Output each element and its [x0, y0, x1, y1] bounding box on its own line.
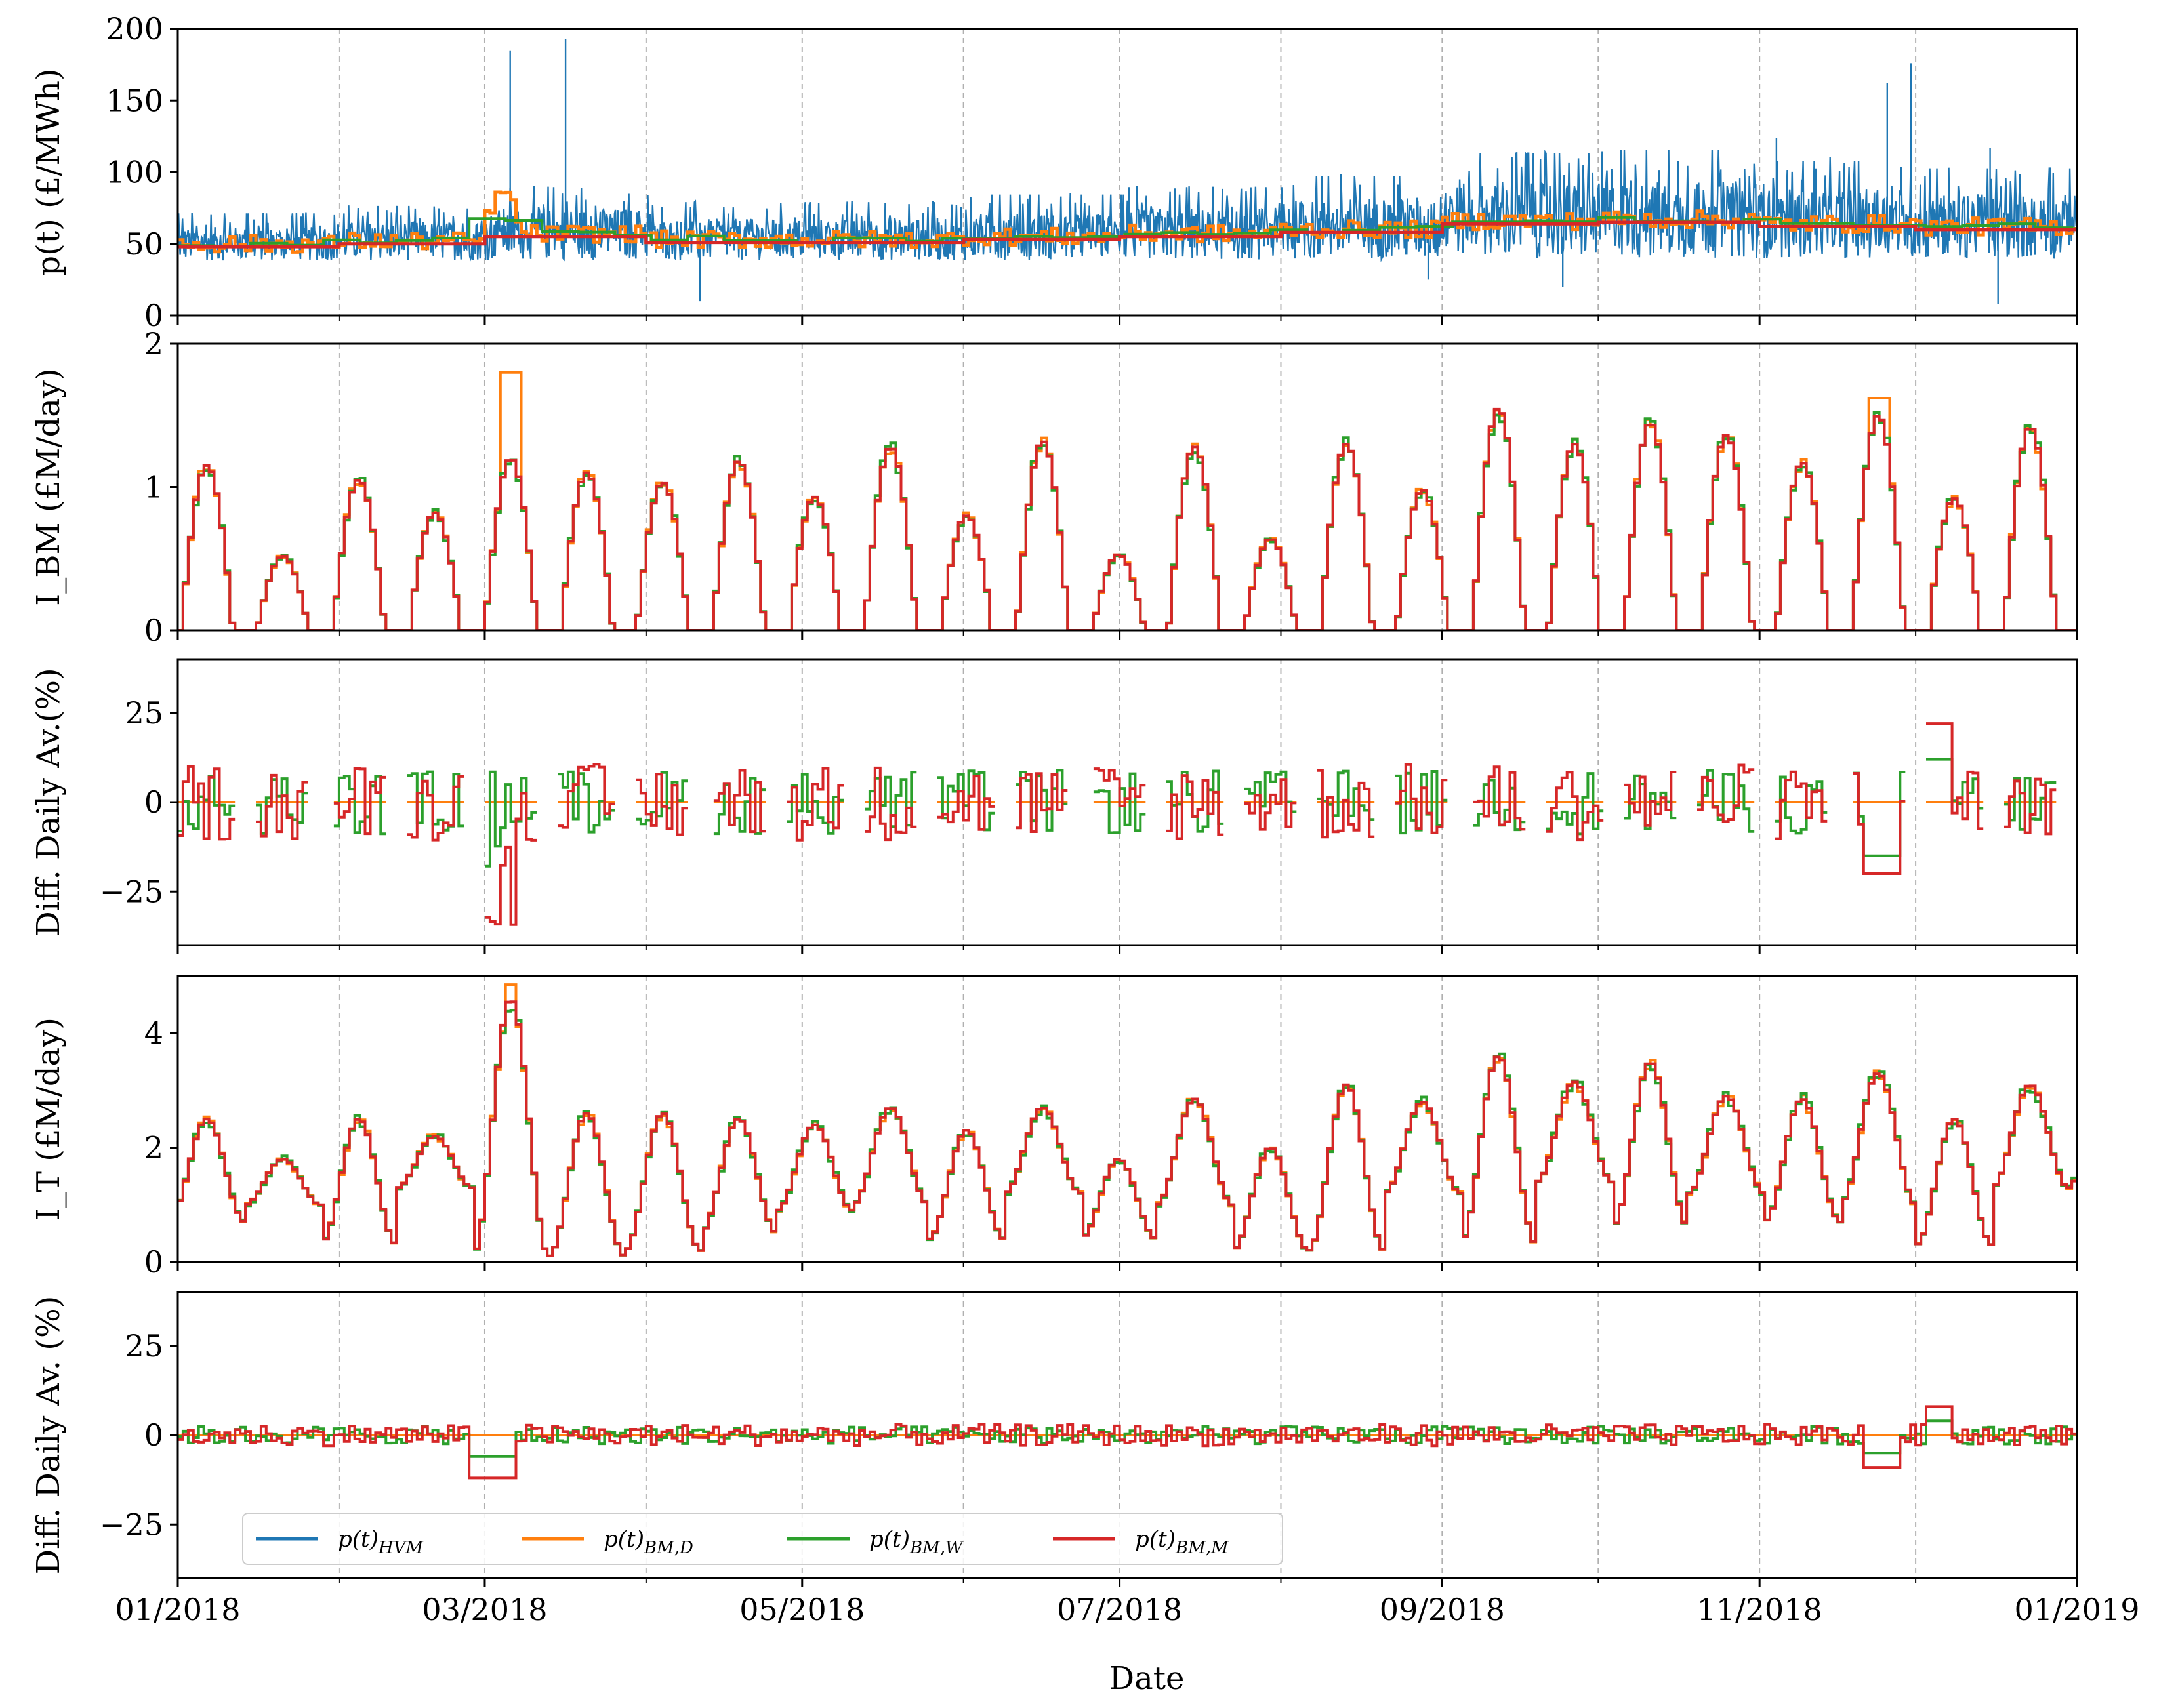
- y-tick-label: 4: [144, 1015, 163, 1051]
- y-tick-label: 0: [144, 1244, 163, 1280]
- y-tick-label: 25: [125, 1328, 163, 1364]
- y-axis-title: Diff. Daily Av.(%): [30, 668, 67, 936]
- plot-area-diff2: [178, 1405, 2077, 1480]
- y-tick-label: 100: [106, 155, 163, 190]
- series-bm-w: [178, 216, 2077, 248]
- y-tick-label: 25: [125, 695, 163, 731]
- panel-it: 0 2 4 I_T (£M/day): [30, 975, 2078, 1280]
- y-tick-label: −25: [100, 874, 163, 909]
- legend-label: p(t)HVM: [338, 1526, 424, 1558]
- y-tick-label: 200: [106, 11, 163, 47]
- y-tick-label: −25: [100, 1507, 163, 1542]
- y-axis-title: I_BM (£M/day): [30, 368, 67, 605]
- y-tick-label: 1: [144, 470, 163, 505]
- y-tick-label: 0: [144, 784, 163, 820]
- y-axis-title: I_T (£M/day): [30, 1017, 67, 1221]
- y-tick-label: 50: [125, 226, 163, 262]
- y-tick-label: 0: [144, 613, 163, 648]
- legend-label: p(t)BM,W: [869, 1526, 964, 1558]
- legend-box: [242, 1513, 1283, 1565]
- y-axis-title: p(t) (£/MWh): [30, 68, 67, 275]
- x-tick-label: 05/2018: [739, 1592, 865, 1627]
- x-axis-title: Date: [1109, 1660, 1185, 1697]
- x-tick-label: 01/2018: [115, 1592, 240, 1627]
- x-tick-labels: 01/2018 03/2018 05/2018 07/2018 09/2018 11/20…: [115, 1592, 2139, 1627]
- x-tick-label: 01/2019: [2014, 1592, 2139, 1627]
- x-tick-label: 03/2018: [422, 1592, 547, 1627]
- series-hvm: [178, 39, 2077, 304]
- panel-ibm: 0 1 2 I_BM (£M/day): [30, 326, 2078, 648]
- x-tick-label: 11/2018: [1697, 1592, 1822, 1627]
- series-bm-m: [178, 407, 2077, 630]
- panel-diff1: −25 0 25 Diff. Daily Av.(%): [30, 658, 2078, 954]
- plot-area-it: [178, 983, 2077, 1257]
- legend: p(t)HVM p(t)BM,D p(t)BM,W p(t)BM,M: [242, 1513, 1283, 1565]
- series-bm-m: [178, 220, 2077, 249]
- y-tick-label: 150: [106, 83, 163, 118]
- legend-label: p(t)BM,M: [1135, 1526, 1229, 1558]
- x-tick-label: 07/2018: [1057, 1592, 1182, 1627]
- plot-area-ibm: [178, 371, 2077, 630]
- panel-price: 0 50 100 150 200 p(t) (£/MWh): [30, 11, 2078, 333]
- y-tick-label: 2: [144, 1130, 163, 1166]
- y-tick-label: 0: [144, 298, 163, 333]
- plot-area-price: [178, 39, 2077, 304]
- series-bm-m: [178, 722, 2057, 926]
- y-tick-label: 0: [144, 1417, 163, 1453]
- plot-area-diff1: [178, 722, 2057, 926]
- series-bm-m: [178, 1000, 2077, 1257]
- series-bm-w: [178, 411, 2077, 630]
- legend-label: p(t)BM,D: [604, 1526, 693, 1558]
- y-tick-label: 2: [144, 326, 163, 361]
- panel-diff2: −25 0 25 Diff. Daily Av. (%): [30, 1291, 2078, 1587]
- series-bm-m: [178, 1405, 2077, 1480]
- x-tick-label: 09/2018: [1380, 1592, 1505, 1627]
- y-axis-title: Diff. Daily Av. (%): [30, 1296, 67, 1575]
- axes-frame: [176, 975, 2078, 1263]
